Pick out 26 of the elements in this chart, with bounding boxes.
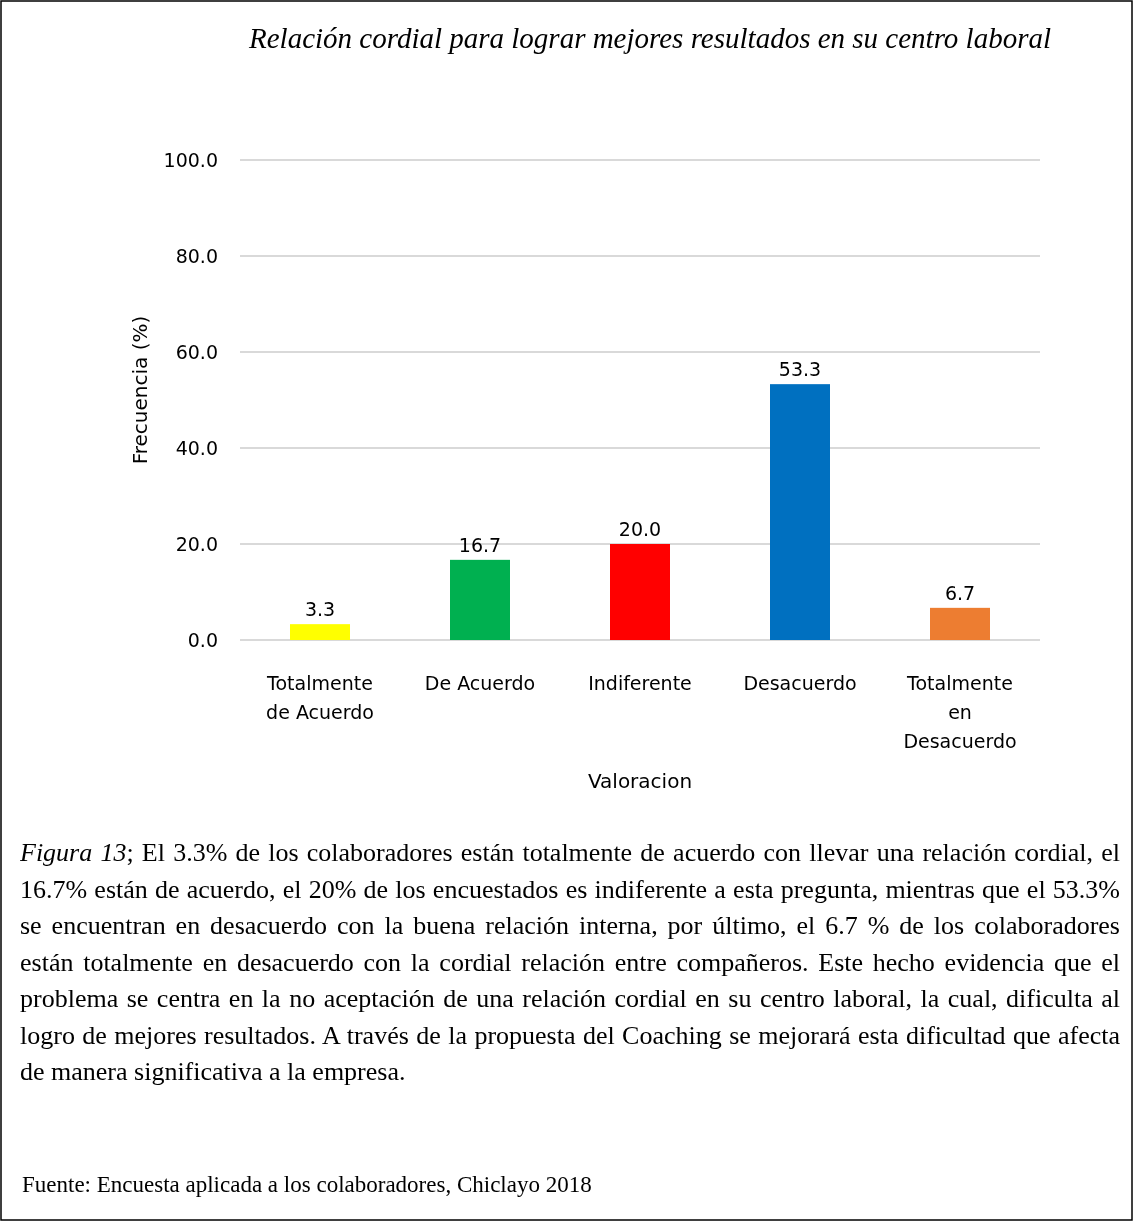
y-tick-label: 100.0 (163, 149, 218, 171)
y-tick-label: 40.0 (175, 437, 218, 459)
y-tick-label: 20.0 (175, 533, 218, 555)
data-label: 3.3 (304, 598, 336, 621)
text: Figura 13; El 3.3% de los colaboradores están totalmente de acuerdo con llevar una relación cordial, el 16.7% están de acuerdo, el 20% de los encuestados es indiferente a esta pregunta, mientras que el 53.3% se encuentran en desacuerdo con la buena relación interna, por último, el 6.7 % de los colaboradores están totalmente en desacuerdo con la cordial relación entre compañeros. Este hecho evidencia que el problema se centra en la no aceptación de una relación cordial en su centro laboral, la cual, dificulta al logro de mejores resultados. A través de la propuesta del Coaching se mejorará esta dificultad que afecta de manera significativa a la empresa. (20, 837, 1120, 1088)
y-axis-title: Frecuencia (%) (128, 315, 152, 465)
bar (770, 384, 830, 640)
x-tick-label: Desacuerdo (743, 672, 857, 694)
source-note: Fuente: Encuesta aplicada a los colaboradores, Chiclayo 2018 (22, 1172, 592, 1197)
bar (290, 624, 350, 640)
y-tick-label: 60.0 (175, 341, 218, 363)
data-label: 16.7 (458, 533, 502, 556)
bar (610, 544, 670, 640)
data-label: 6.7 (944, 581, 976, 604)
bar (450, 559, 510, 640)
y-tick-label: 0.0 (187, 629, 218, 651)
chart-title: Relación cordial para lograr mejores resultados en su centro laboral (247, 22, 1052, 54)
x-tick-label: Totalmente en Desacuerdo (903, 672, 1017, 752)
data-label: 53.3 (778, 358, 822, 381)
y-tick-label: 80.0 (175, 245, 218, 267)
x-tick-label: Indiferente (588, 672, 692, 694)
bar (930, 607, 990, 640)
x-tick-label: Totalmente de Acuerdo (266, 672, 374, 723)
data-label: 20.0 (618, 518, 662, 540)
x-axis-title: Valoracion (587, 769, 693, 793)
x-tick-label: De Acuerdo (424, 672, 536, 694)
